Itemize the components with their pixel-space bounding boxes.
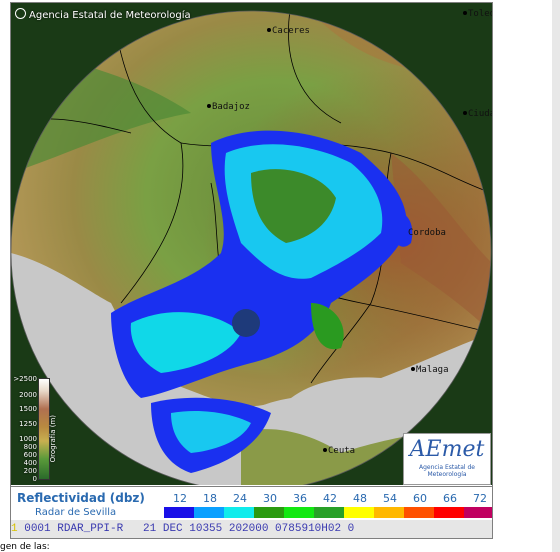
orography-level: 400 — [23, 459, 37, 467]
city-label-ceuta: Ceuta — [323, 446, 355, 456]
legend-swatch — [254, 507, 286, 518]
city-label-badajoz: Badajoz — [207, 102, 250, 112]
legend-swatch — [314, 507, 346, 518]
legend-swatch — [164, 507, 196, 518]
orography-level: 1000 — [19, 435, 37, 443]
legend-value: 60 — [413, 492, 427, 505]
legend-swatch — [434, 507, 466, 518]
reflectivity-echoes — [111, 130, 413, 473]
orography-scale: >2500 2000 1500 1250 1000 800 600 400 20… — [13, 375, 57, 483]
legend-value: 12 — [173, 492, 187, 505]
orography-level: 200 — [23, 467, 37, 475]
page-scroll-edge — [552, 0, 560, 552]
orography-level: 0 — [32, 475, 37, 483]
orography-level: 1250 — [19, 420, 37, 428]
city-marker-icon — [323, 448, 327, 452]
legend-value: 66 — [443, 492, 457, 505]
legend-value: 42 — [323, 492, 337, 505]
legend-value: 48 — [353, 492, 367, 505]
city-marker-icon — [411, 367, 415, 371]
legend-subtitle: Radar de Sevilla — [35, 507, 117, 518]
city-label-malaga: Malaga — [411, 365, 449, 375]
city-label-caceres: Caceres — [267, 26, 310, 36]
legend-title: Reflectividad (dbz) — [17, 491, 145, 505]
status-text: 0001 RDAR_PPI-R 21 DEC 10355 202000 0785… — [24, 523, 355, 535]
city-marker-icon — [267, 28, 271, 32]
status-line: 1 0001 RDAR_PPI-R 21 DEC 10355 202000 07… — [11, 520, 492, 538]
radar-map-graphic — [11, 3, 492, 485]
credit-text: Agencia Estatal de Meteorología — [15, 8, 191, 21]
legend-swatch — [224, 507, 256, 518]
orography-color-bar — [38, 378, 50, 480]
legend-value: 18 — [203, 492, 217, 505]
legend-swatch — [464, 507, 492, 518]
city-label-toledo: Toledo — [463, 9, 492, 19]
aemet-logo: AEmet Agencia Estatal de Meteorología — [403, 433, 491, 485]
orography-level: 800 — [23, 443, 37, 451]
legend-swatch — [404, 507, 436, 518]
legend-swatch — [374, 507, 406, 518]
city-marker-icon — [207, 104, 211, 108]
radar-image-frame: Agencia Estatal de Meteorología Caceres … — [10, 2, 493, 539]
legend-value: 30 — [263, 492, 277, 505]
city-marker-icon — [463, 111, 467, 115]
legend-swatch — [344, 507, 376, 518]
legend-value: 36 — [293, 492, 307, 505]
city-label-ciudad-real: Ciudad Real — [463, 109, 492, 119]
orography-level: 1500 — [19, 405, 37, 413]
legend-value: 72 — [473, 492, 487, 505]
legend-swatch — [284, 507, 316, 518]
city-marker-icon — [463, 11, 467, 15]
aemet-logo-wordmark: AEmet — [409, 437, 485, 462]
caption-fragment: gen de las: — [0, 542, 50, 552]
legend-swatch — [194, 507, 226, 518]
radar-map — [11, 3, 492, 485]
orography-level: 600 — [23, 451, 37, 459]
city-label-cordoba: Cordoba — [408, 228, 446, 238]
orography-level: >2500 — [13, 375, 37, 383]
reflectivity-legend: Reflectividad (dbz) Radar de Sevilla 12 1… — [11, 486, 492, 521]
status-lead: 1 — [11, 523, 18, 535]
aemet-logo-subtitle: Agencia Estatal de Meteorología — [418, 464, 475, 478]
aemet-seal-icon — [15, 8, 26, 19]
orography-level: 2000 — [19, 391, 37, 399]
legend-value: 24 — [233, 492, 247, 505]
legend-value: 54 — [383, 492, 397, 505]
orography-axis-label: Orografía (m) — [49, 415, 57, 463]
